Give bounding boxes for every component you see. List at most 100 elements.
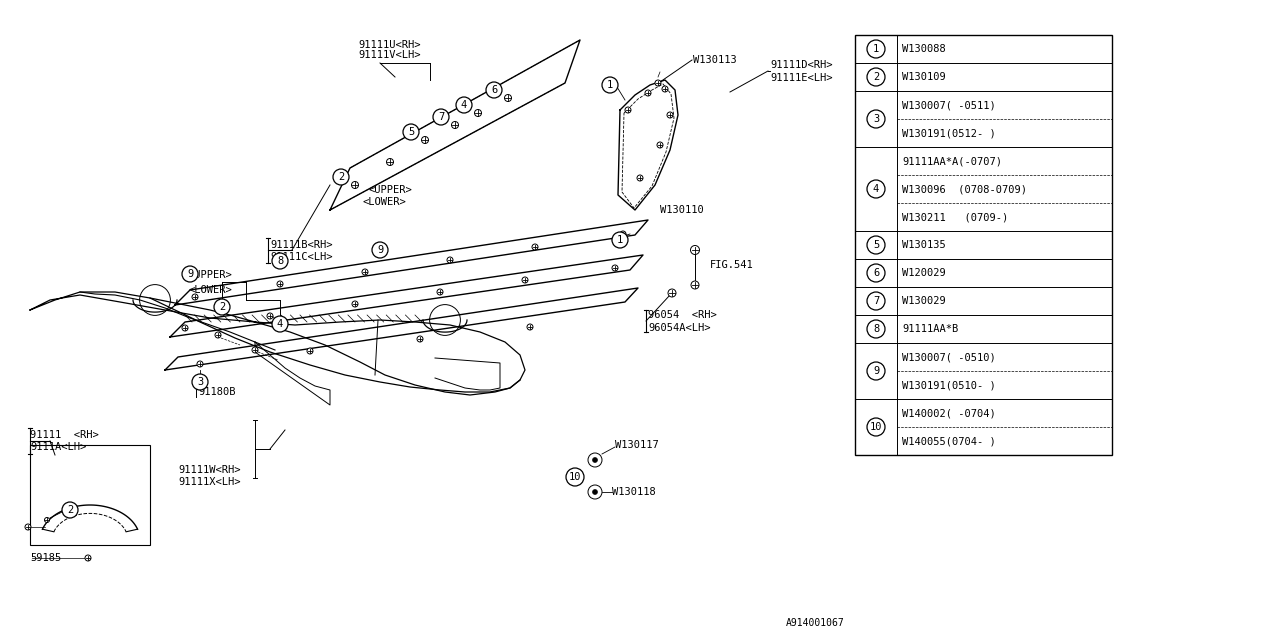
Circle shape: [452, 122, 458, 129]
Circle shape: [612, 265, 618, 271]
Text: 2: 2: [873, 72, 879, 82]
Text: 8: 8: [276, 256, 283, 266]
Circle shape: [352, 182, 358, 189]
Text: W130007( -0510): W130007( -0510): [902, 352, 996, 362]
Text: W130096  (0708-0709): W130096 (0708-0709): [902, 184, 1027, 194]
Text: W130088: W130088: [902, 44, 946, 54]
Text: W120029: W120029: [902, 268, 946, 278]
Circle shape: [273, 316, 288, 332]
Text: 9: 9: [376, 245, 383, 255]
Text: 3: 3: [197, 377, 204, 387]
Circle shape: [532, 244, 538, 250]
Text: W130029: W130029: [902, 296, 946, 306]
Text: 1: 1: [607, 80, 613, 90]
Circle shape: [645, 90, 652, 96]
Circle shape: [637, 175, 643, 181]
Text: 6: 6: [873, 268, 879, 278]
Text: 1: 1: [617, 235, 623, 245]
Text: 9: 9: [873, 366, 879, 376]
Text: 4: 4: [276, 319, 283, 329]
Circle shape: [867, 110, 884, 128]
Circle shape: [662, 86, 668, 92]
Text: 5: 5: [408, 127, 415, 137]
Circle shape: [276, 281, 283, 287]
Circle shape: [867, 180, 884, 198]
Text: W130135: W130135: [902, 240, 946, 250]
Circle shape: [486, 82, 502, 98]
Text: 3: 3: [873, 114, 879, 124]
Circle shape: [252, 347, 259, 353]
Text: <UPPER>: <UPPER>: [369, 185, 412, 195]
Text: 91111U<RH>: 91111U<RH>: [358, 40, 421, 50]
Circle shape: [612, 232, 628, 248]
Circle shape: [273, 253, 288, 269]
Circle shape: [867, 264, 884, 282]
Circle shape: [588, 453, 602, 467]
Circle shape: [668, 289, 676, 297]
Text: 96054A<LH>: 96054A<LH>: [648, 323, 710, 333]
Circle shape: [84, 555, 91, 561]
Circle shape: [867, 68, 884, 86]
Circle shape: [362, 269, 369, 275]
Text: 91111D<RH>: 91111D<RH>: [771, 60, 832, 70]
Text: W130117: W130117: [614, 440, 659, 450]
Circle shape: [307, 348, 314, 354]
Circle shape: [61, 502, 78, 518]
Circle shape: [372, 242, 388, 258]
Circle shape: [657, 142, 663, 148]
Text: 9111A<LH>: 9111A<LH>: [29, 442, 86, 452]
Circle shape: [197, 361, 204, 367]
Text: W140002( -0704): W140002( -0704): [902, 408, 996, 418]
Circle shape: [403, 124, 419, 140]
Text: 4: 4: [873, 184, 879, 194]
Circle shape: [26, 524, 31, 530]
Circle shape: [867, 40, 884, 58]
Text: A914001067: A914001067: [786, 618, 845, 628]
Circle shape: [867, 362, 884, 380]
Circle shape: [456, 97, 472, 113]
Circle shape: [867, 292, 884, 310]
Circle shape: [867, 320, 884, 338]
Text: FIG.541: FIG.541: [710, 260, 754, 270]
Text: 6: 6: [490, 85, 497, 95]
Text: 91111AA*A(-0707): 91111AA*A(-0707): [902, 156, 1002, 166]
Text: 91111E<LH>: 91111E<LH>: [771, 73, 832, 83]
Text: 91111C<LH>: 91111C<LH>: [270, 252, 333, 262]
Text: 10: 10: [568, 472, 581, 482]
Text: <LOWER>: <LOWER>: [188, 285, 232, 295]
Text: W130113: W130113: [692, 55, 737, 65]
Circle shape: [333, 169, 349, 185]
Text: 10: 10: [869, 422, 882, 432]
Circle shape: [192, 374, 209, 390]
Circle shape: [566, 468, 584, 486]
Circle shape: [620, 231, 626, 237]
Text: 8: 8: [873, 324, 879, 334]
Text: 91111V<LH>: 91111V<LH>: [358, 50, 421, 60]
Bar: [855, 35, 1112, 455]
Text: W130191(0512- ): W130191(0512- ): [902, 128, 996, 138]
Circle shape: [690, 246, 699, 255]
Text: W130110: W130110: [660, 205, 704, 215]
Circle shape: [527, 324, 532, 330]
Circle shape: [215, 332, 221, 338]
Text: W130118: W130118: [612, 487, 655, 497]
Text: 91111W<RH>: 91111W<RH>: [178, 465, 241, 475]
Text: 9: 9: [187, 269, 193, 279]
Circle shape: [447, 257, 453, 263]
Text: 2: 2: [219, 302, 225, 312]
Circle shape: [867, 418, 884, 436]
Bar: [29, 445, 150, 545]
Circle shape: [182, 266, 198, 282]
Text: W130191(0510- ): W130191(0510- ): [902, 380, 996, 390]
Circle shape: [593, 490, 598, 495]
Circle shape: [691, 281, 699, 289]
Text: <LOWER>: <LOWER>: [362, 197, 406, 207]
Circle shape: [522, 277, 529, 283]
Text: 2: 2: [67, 505, 73, 515]
Circle shape: [867, 236, 884, 254]
Text: W130007( -0511): W130007( -0511): [902, 100, 996, 110]
Circle shape: [421, 136, 429, 143]
Circle shape: [417, 336, 422, 342]
Text: 5: 5: [873, 240, 879, 250]
Circle shape: [504, 95, 512, 102]
